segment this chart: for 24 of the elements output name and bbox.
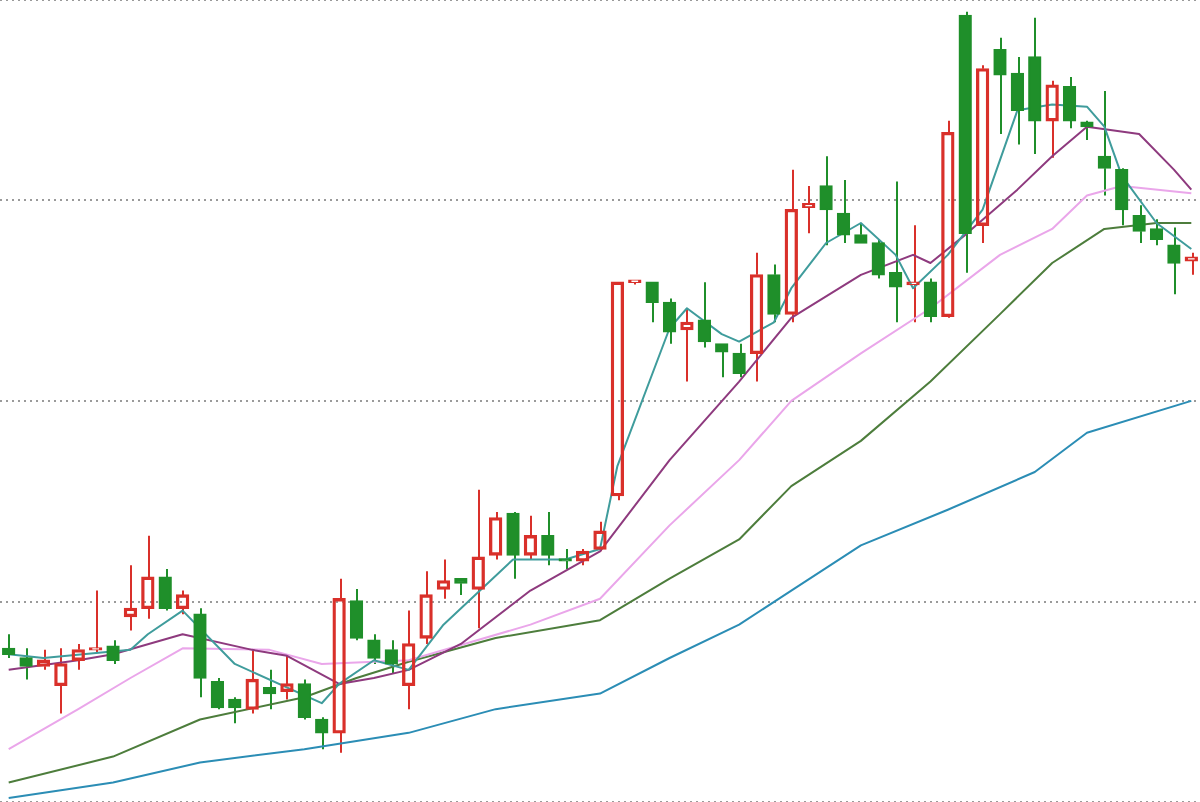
candlestick — [262, 668, 277, 711]
candlestick — [767, 263, 781, 324]
candlestick — [19, 647, 33, 681]
candlestick — [506, 512, 520, 580]
candlestick — [193, 607, 207, 699]
candlestick — [1062, 76, 1077, 130]
candlestick — [802, 184, 816, 235]
candlestick — [454, 578, 468, 597]
candlestick — [836, 179, 851, 245]
candlestick — [315, 716, 329, 751]
candlestick — [384, 639, 398, 675]
candlestick — [297, 678, 312, 721]
candlestick — [1010, 56, 1025, 146]
candlestick — [1115, 168, 1129, 227]
candlestick — [819, 155, 833, 247]
candlestick — [662, 297, 677, 345]
candlestick — [715, 343, 729, 379]
candlestick — [697, 281, 712, 349]
candlestick — [993, 36, 1007, 136]
candlestick — [2, 633, 16, 660]
candlestick — [1028, 16, 1042, 156]
candlestick — [958, 10, 972, 274]
candlestick — [558, 548, 572, 571]
candlestick — [158, 568, 172, 612]
